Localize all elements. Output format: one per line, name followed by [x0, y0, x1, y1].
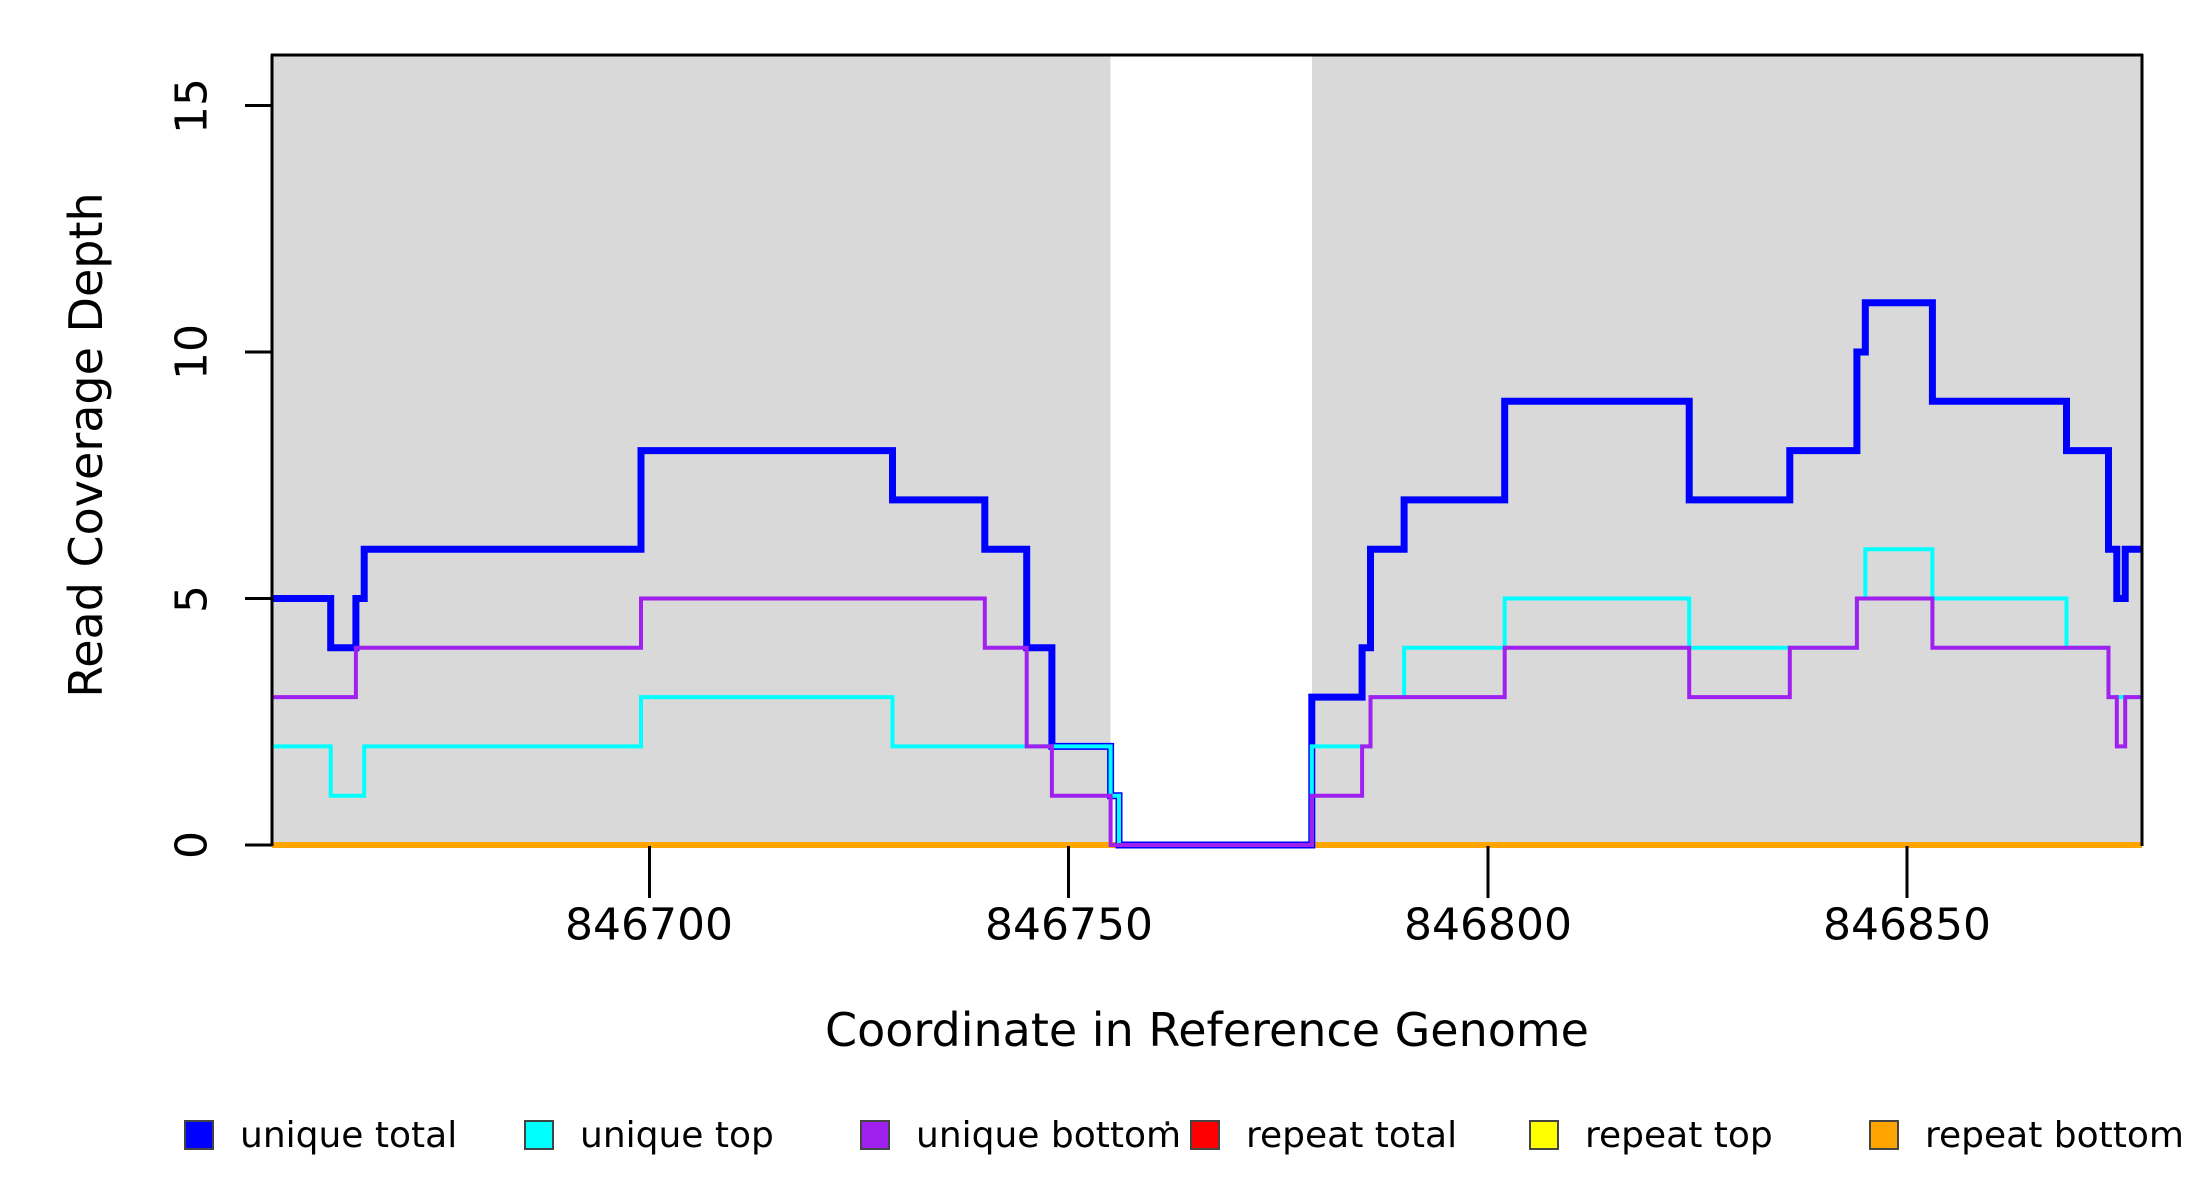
legend-item-repeat-top: repeat top: [1529, 1110, 1773, 1160]
legend-artifact-dot: ·: [1162, 1104, 1173, 1144]
y-tick-label-0: 0: [166, 831, 218, 859]
x-tick-label-846800: 846800: [1404, 899, 1572, 951]
legend-item-repeat-total: repeat total: [1190, 1110, 1457, 1160]
legend-item-unique-total: unique total: [184, 1110, 457, 1160]
legend-label: unique total: [240, 1114, 458, 1156]
y-tick-label-15: 15: [166, 78, 218, 134]
legend-label: unique top: [580, 1114, 774, 1156]
legend-label: repeat top: [1585, 1114, 1773, 1156]
repeat-top-swatch-icon: [1529, 1120, 1559, 1150]
unique-bottom-swatch-icon: [860, 1120, 890, 1150]
legend-label: repeat total: [1246, 1114, 1458, 1156]
legend-label: repeat bottom: [1925, 1114, 2184, 1156]
legend-item-unique-bottom: unique bottom: [860, 1110, 1181, 1160]
y-axis-title: Read Coverage Depth: [59, 192, 113, 698]
legend-item-repeat-bottom: repeat bottom: [1869, 1110, 2184, 1160]
repeat-bottom-swatch-icon: [1869, 1120, 1899, 1150]
legend-label: unique bottom: [916, 1114, 1182, 1156]
x-axis-title: Coordinate in Reference Genome: [825, 1003, 1589, 1057]
x-tick-label-846750: 846750: [985, 899, 1153, 951]
unique-total-swatch-icon: [184, 1120, 214, 1150]
legend-item-unique-top: unique top: [524, 1110, 774, 1160]
x-tick-label-846700: 846700: [565, 899, 733, 951]
x-tick-label-846850: 846850: [1823, 899, 1991, 951]
unique-top-swatch-icon: [524, 1120, 554, 1150]
y-tick-label-5: 5: [166, 585, 218, 613]
y-tick-label-10: 10: [166, 324, 218, 380]
repeat-total-swatch-icon: [1190, 1120, 1220, 1150]
